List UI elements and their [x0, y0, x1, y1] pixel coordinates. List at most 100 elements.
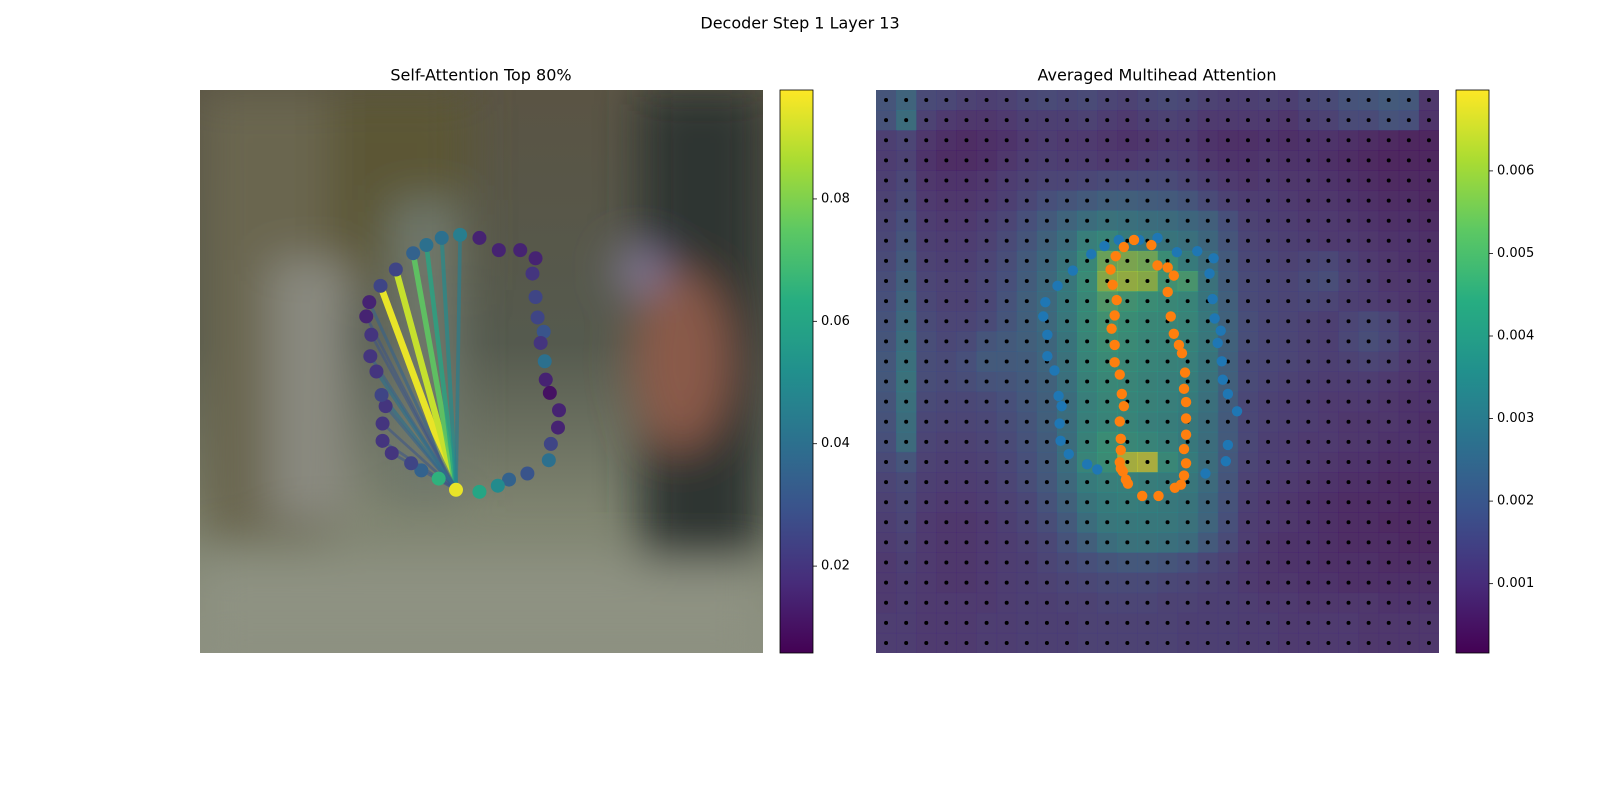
grid-dot [884, 480, 889, 485]
left-background [200, 90, 763, 653]
grid-dot [944, 540, 949, 545]
grid-dot [1406, 178, 1411, 183]
grid-dot [1065, 520, 1070, 525]
point [513, 243, 528, 258]
grid-dot [1366, 279, 1371, 284]
point [550, 420, 565, 435]
grid-dot [1044, 158, 1049, 163]
grid-dot [1205, 620, 1210, 625]
grid-dot [904, 439, 909, 444]
point [1168, 328, 1180, 339]
grid-dot [1125, 98, 1130, 103]
grid-dot [1205, 459, 1210, 464]
grid-dot [1306, 580, 1311, 585]
grid-dot [924, 480, 929, 485]
point [1081, 459, 1093, 470]
grid-dot [984, 198, 989, 203]
point [1109, 310, 1120, 321]
grid-dot [1346, 198, 1351, 203]
grid-dot [1044, 178, 1049, 183]
grid-dot [884, 319, 889, 324]
grid-dot [1326, 560, 1331, 565]
grid-dot [1145, 459, 1150, 464]
left-marks [359, 227, 567, 499]
point [1162, 286, 1173, 298]
grid-dot [1085, 520, 1090, 525]
grid-dot [1386, 439, 1391, 444]
grid-dot [1426, 439, 1431, 444]
grid-dot [1306, 339, 1311, 344]
grid-dot [964, 359, 969, 364]
grid-dot [1085, 620, 1090, 625]
point [1109, 357, 1120, 368]
grid-dot [1406, 459, 1411, 464]
grid-dot [1406, 98, 1411, 103]
grid-dot [904, 178, 909, 183]
grid-dot [944, 379, 949, 384]
grid-dot [964, 640, 969, 645]
point [449, 482, 464, 497]
grid-dot [1266, 339, 1271, 344]
grid-dot [1024, 238, 1029, 243]
point [1220, 456, 1232, 467]
grid-dot [1085, 439, 1090, 444]
grid-dot [1306, 258, 1311, 263]
grid-dot [1105, 480, 1110, 485]
grid-dot [1205, 339, 1210, 344]
grid-dot [1366, 138, 1371, 143]
grid-dot [1105, 339, 1110, 344]
grid-dot [884, 258, 889, 263]
grid-dot [1105, 299, 1110, 304]
grid-dot [1366, 158, 1371, 163]
grid-dot [1225, 620, 1230, 625]
grid-dot [924, 560, 929, 565]
grid-dot [1426, 600, 1431, 605]
grid-dot [1266, 218, 1271, 223]
grid-dot [884, 138, 889, 143]
grid-dot [1406, 480, 1411, 485]
grid-dot [1165, 480, 1170, 485]
grid-dot [1125, 138, 1130, 143]
grid-dot [1286, 339, 1291, 344]
grid-dot [1145, 118, 1150, 123]
grid-dot [1326, 480, 1331, 485]
grid-dot [1245, 500, 1250, 505]
point [1116, 388, 1128, 400]
grid-dot [1125, 520, 1130, 525]
grid-dot [1225, 138, 1230, 143]
grid-dot [1145, 138, 1150, 143]
grid-dot [1125, 178, 1130, 183]
grid-dot [944, 500, 949, 505]
point [375, 433, 390, 448]
point [472, 230, 487, 245]
grid-dot [944, 620, 949, 625]
point [1053, 390, 1064, 402]
grid-dot [1266, 299, 1271, 304]
grid-dot [904, 198, 909, 203]
grid-dot [1326, 520, 1331, 525]
grid-dot [884, 178, 889, 183]
grid-dot [944, 439, 949, 444]
grid-dot [1426, 218, 1431, 223]
grid-dot [1225, 258, 1230, 263]
grid-dot [1406, 399, 1411, 404]
grid-dot [1004, 379, 1009, 384]
colorbar-tick-label: 0.08 [821, 191, 850, 206]
grid-dot [1044, 198, 1049, 203]
point [1215, 325, 1226, 336]
grid-dot [944, 258, 949, 263]
grid-dot [1406, 279, 1411, 284]
grid-dot [1245, 359, 1250, 364]
grid-dot [1286, 379, 1291, 384]
grid-dot [1004, 299, 1009, 304]
grid-dot [1366, 198, 1371, 203]
grid-dot [1125, 158, 1130, 163]
grid-dot [1125, 299, 1130, 304]
grid-dot [1406, 238, 1411, 243]
grid-dot [1326, 158, 1331, 163]
grid-dot [1105, 620, 1110, 625]
grid-dot [984, 359, 989, 364]
grid-dot [964, 98, 969, 103]
grid-dot [1024, 118, 1029, 123]
point [1207, 293, 1218, 305]
